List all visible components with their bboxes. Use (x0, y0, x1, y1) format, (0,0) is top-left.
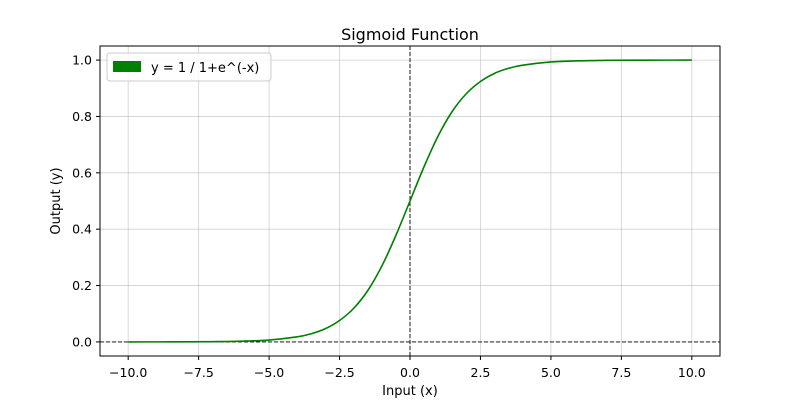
x-tick-label: −7.5 (183, 365, 213, 380)
sigmoid-series-line (128, 59, 692, 343)
x-tick-label: 5.0 (541, 365, 561, 380)
y-tick-label: 0.4 (72, 222, 92, 237)
legend-swatch (113, 61, 141, 72)
x-tick-label: −2.5 (324, 365, 354, 380)
y-tick-label: 1.0 (72, 53, 92, 68)
x-ticks: −10.0 −7.5 −5.0 −2.5 0.0 2.5 5.0 7.5 10.0 (109, 356, 706, 380)
x-tick-label: −10.0 (109, 365, 147, 380)
x-tick-label: 0.0 (400, 365, 420, 380)
legend-box (106, 52, 272, 82)
x-tick-label: 10.0 (678, 365, 706, 380)
x-tick-label: 7.5 (611, 365, 631, 380)
y-tick-label: 0.0 (72, 334, 92, 349)
series-group (128, 59, 692, 343)
y-tick-label: 0.8 (72, 109, 92, 124)
x-tick-label: 2.5 (471, 365, 491, 380)
y-axis-label: Output (y) (49, 167, 64, 234)
chart-title: Sigmoid Function (341, 25, 479, 44)
legend: y = 1 / 1+e^(-x) (106, 52, 272, 82)
y-tick-label: 0.6 (72, 165, 92, 180)
y-tick-label: 0.2 (72, 278, 92, 293)
x-tick-label: −5.0 (254, 365, 284, 380)
legend-label: y = 1 / 1+e^(-x) (151, 61, 259, 76)
x-axis-label: Input (x) (382, 384, 438, 399)
y-ticks: 0.0 0.2 0.4 0.6 0.8 1.0 (72, 53, 100, 349)
